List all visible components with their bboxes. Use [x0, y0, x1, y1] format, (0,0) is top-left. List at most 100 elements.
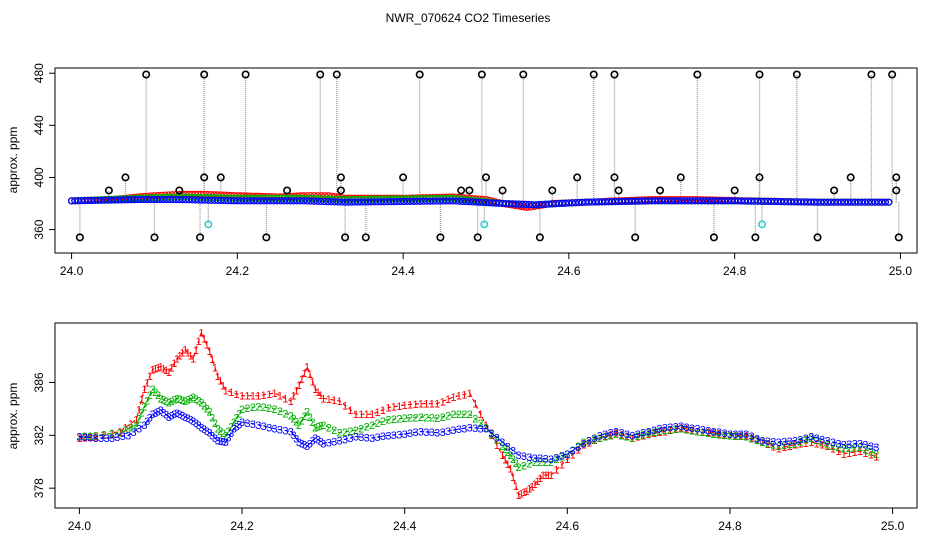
baseline-point	[280, 197, 288, 205]
series-marker-3: 3	[456, 424, 462, 436]
series-marker-2: 2	[182, 396, 188, 408]
series-marker-3: 3	[187, 414, 193, 426]
series-marker-1: 1	[505, 459, 511, 471]
outlier-point	[548, 186, 557, 195]
series-marker-2: 2	[814, 435, 820, 447]
series-marker-1: 1	[684, 424, 690, 436]
baseline-point	[595, 198, 603, 206]
series-marker-2: 2	[629, 433, 635, 445]
baseline-point	[598, 198, 606, 206]
series-marker-2: 2	[824, 440, 830, 452]
series-marker-3: 3	[494, 433, 500, 445]
series-marker-1: 1	[575, 444, 581, 456]
series-marker-1: 1	[787, 441, 793, 453]
baseline-point	[608, 198, 616, 206]
series-marker-3: 3	[266, 422, 272, 434]
series-marker-1: 1	[385, 403, 391, 415]
baseline-point	[697, 197, 706, 205]
series-marker-2: 2	[353, 425, 359, 437]
baseline-point	[571, 199, 580, 207]
outlier-point	[830, 186, 839, 195]
baseline-point	[475, 198, 483, 206]
baseline-point	[94, 196, 102, 204]
series-marker-3: 3	[727, 429, 733, 441]
series-marker-2: 2	[160, 395, 166, 407]
series-marker-3: 3	[209, 430, 215, 442]
baseline-point	[754, 197, 762, 205]
outlier-point	[283, 186, 292, 195]
baseline-point	[605, 198, 613, 206]
series-marker-3: 3	[732, 429, 738, 441]
series-marker-3: 3	[559, 451, 565, 463]
baseline-point	[601, 198, 609, 206]
series-marker-3: 3	[488, 428, 494, 440]
series-marker-1: 1	[293, 385, 299, 397]
outlier-point	[498, 186, 507, 195]
baseline-point	[721, 197, 729, 205]
baseline-point	[455, 197, 464, 205]
baseline-point	[658, 197, 666, 205]
series-marker-3: 3	[412, 427, 418, 439]
series-marker-1: 1	[239, 391, 245, 403]
series-marker-1: 1	[196, 336, 202, 348]
series-marker-2: 2	[635, 431, 641, 443]
series-marker-3: 3	[564, 449, 570, 461]
series-marker-1: 1	[228, 387, 234, 399]
series-marker-2: 2	[320, 420, 326, 432]
baseline-point	[678, 197, 686, 205]
series-marker-3: 3	[318, 436, 324, 448]
series-marker-2: 2	[684, 425, 690, 437]
baseline-point	[714, 197, 722, 205]
baseline-point	[71, 197, 79, 205]
series-marker-2: 2	[315, 422, 321, 434]
series-marker-3: 3	[624, 429, 630, 441]
baseline-point	[485, 199, 493, 207]
x-tick-label: 24.2	[230, 519, 254, 533]
baseline-point	[107, 196, 115, 204]
series-marker-3: 3	[103, 433, 109, 445]
outlier-point	[104, 186, 113, 195]
series-marker-3: 3	[234, 422, 240, 434]
baseline-point	[871, 198, 879, 206]
series-marker-1: 1	[656, 427, 662, 439]
series-marker-1: 1	[521, 487, 527, 499]
series-marker-3: 3	[299, 438, 305, 450]
baseline-point	[127, 196, 135, 204]
series-marker-3: 3	[231, 424, 237, 436]
series-marker-1: 1	[296, 380, 302, 392]
y-tick-label: 440	[32, 115, 46, 135]
series-marker-3: 3	[244, 418, 250, 430]
series-marker-2: 2	[304, 407, 310, 419]
series-marker-3: 3	[678, 421, 684, 433]
series-marker-2: 2	[515, 462, 521, 474]
series-marker-2: 2	[705, 428, 711, 440]
baseline-point	[824, 198, 832, 206]
series-marker-3: 3	[177, 409, 183, 421]
series-marker-2: 2	[239, 404, 245, 416]
series-marker-1: 1	[179, 348, 185, 360]
baseline-point	[260, 197, 268, 205]
series-marker-1: 1	[144, 377, 150, 389]
series-marker-3: 3	[171, 409, 177, 421]
outlier-point	[200, 173, 209, 182]
baseline-point	[522, 200, 530, 209]
series-marker-3: 3	[87, 433, 93, 445]
series-marker-2: 2	[781, 440, 787, 452]
series-marker-2: 2	[369, 420, 375, 432]
baseline-point	[101, 196, 109, 204]
baseline-point	[810, 198, 818, 206]
series-marker-3: 3	[204, 426, 210, 438]
series-marker-1: 1	[732, 430, 738, 442]
series-marker-2: 2	[293, 417, 299, 429]
outlier-point	[316, 70, 325, 79]
series-marker-1: 1	[139, 394, 145, 406]
series-marker-2: 2	[830, 441, 836, 453]
series-marker-3: 3	[841, 440, 847, 452]
bottom-data: 1 1 1 1 1 1 1 1 1 1111111111111111111111111111111…	[76, 327, 879, 502]
baseline-point	[565, 199, 573, 207]
series-marker-1: 1	[155, 362, 161, 374]
series-marker-1: 1	[513, 481, 519, 493]
series-marker-3: 3	[198, 422, 204, 434]
baseline-point	[327, 198, 335, 206]
series-marker-1: 1	[212, 362, 218, 374]
